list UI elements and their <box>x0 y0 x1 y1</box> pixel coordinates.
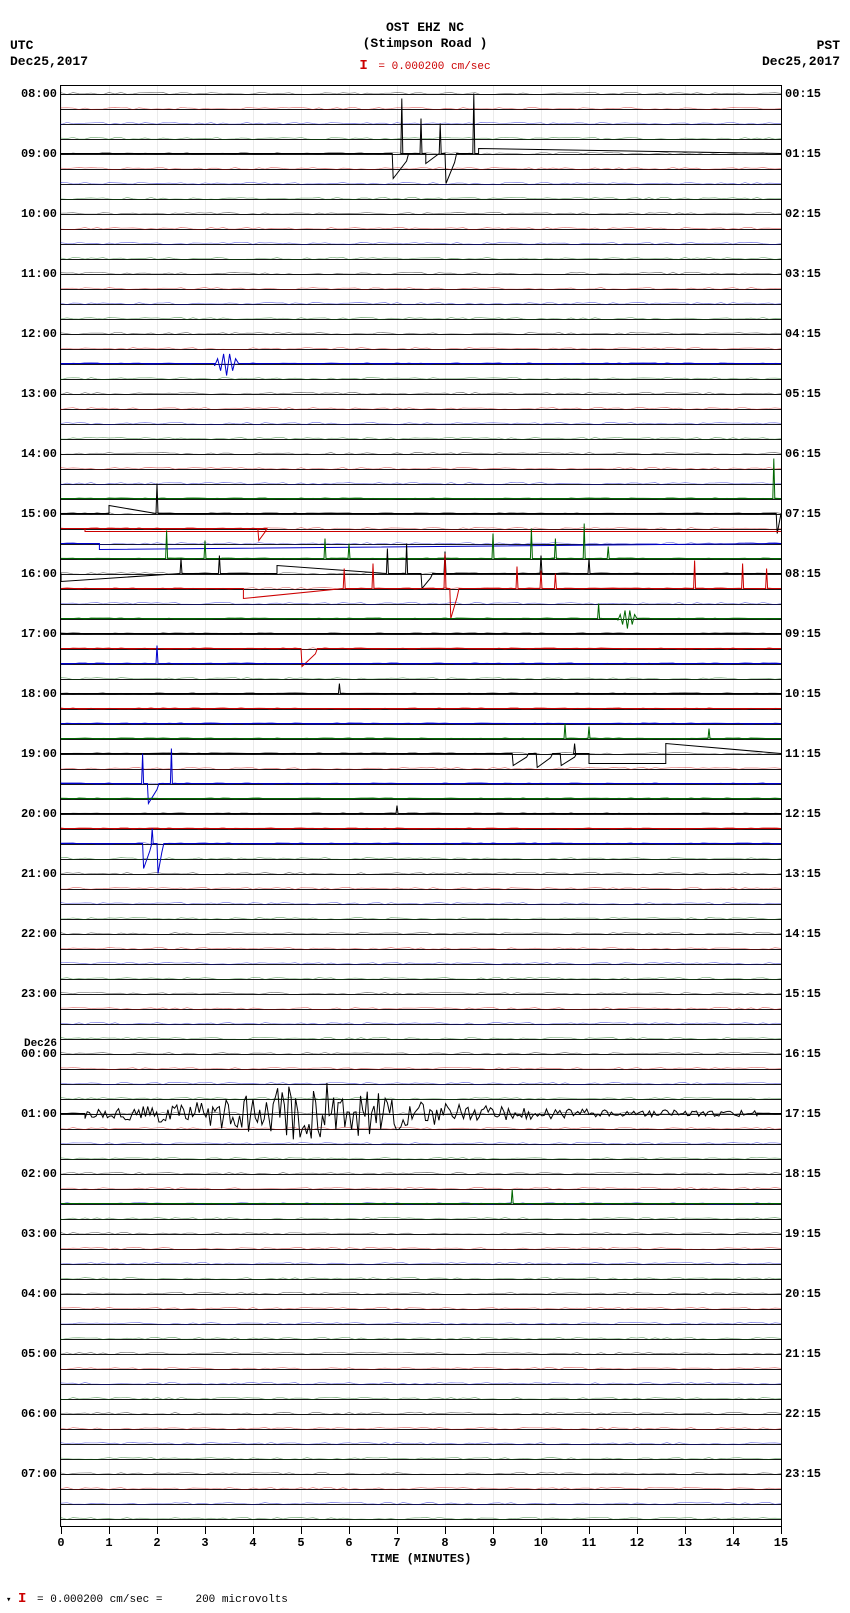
seismic-trace <box>61 86 781 1526</box>
pst-hour-label: 02:15 <box>785 207 821 221</box>
utc-hour-label: 12:00 <box>21 327 57 341</box>
pst-hour-label: 01:15 <box>785 147 821 161</box>
pst-hour-label: 23:15 <box>785 1467 821 1481</box>
x-tick-label: 5 <box>297 1536 304 1550</box>
x-tick-label: 2 <box>153 1536 160 1550</box>
x-tick-label: 6 <box>345 1536 352 1550</box>
utc-hour-label: 14:00 <box>21 447 57 461</box>
utc-hour-label: 16:00 <box>21 567 57 581</box>
scale-bar-icon: I <box>359 58 367 74</box>
scale-bar-icon: I <box>18 1591 26 1607</box>
utc-hour-label: 07:00 <box>21 1467 57 1481</box>
utc-hour-label: 08:00 <box>21 87 57 101</box>
pst-hour-label: 09:15 <box>785 627 821 641</box>
pst-hour-label: 05:15 <box>785 387 821 401</box>
x-tick-label: 13 <box>678 1536 692 1550</box>
utc-hour-label: 05:00 <box>21 1347 57 1361</box>
pst-hour-label: 10:15 <box>785 687 821 701</box>
x-tick-label: 11 <box>582 1536 596 1550</box>
utc-hour-label: 13:00 <box>21 387 57 401</box>
utc-hour-label: 19:00 <box>21 747 57 761</box>
utc-hour-label: 21:00 <box>21 867 57 881</box>
utc-hour-label: 23:00 <box>21 987 57 1001</box>
pst-hour-label: 17:15 <box>785 1107 821 1121</box>
utc-hour-label: 01:00 <box>21 1107 57 1121</box>
pst-hour-label: 06:15 <box>785 447 821 461</box>
utc-hour-label: 11:00 <box>21 267 57 281</box>
timezone-right: PST <box>817 38 840 53</box>
footer-scale: ▾ I = 0.000200 cm/sec = 200 microvolts <box>6 1591 288 1607</box>
station-subtitle: (Stimpson Road ) <box>0 36 850 51</box>
pst-hour-label: 14:15 <box>785 927 821 941</box>
x-tick-label: 10 <box>534 1536 548 1550</box>
utc-hour-label: 10:00 <box>21 207 57 221</box>
x-tick-label: 3 <box>201 1536 208 1550</box>
x-tick-label: 12 <box>630 1536 644 1550</box>
x-tick-label: 7 <box>393 1536 400 1550</box>
utc-hour-label: 20:00 <box>21 807 57 821</box>
pst-hour-label: 04:15 <box>785 327 821 341</box>
seismogram-container: OST EHZ NC (Stimpson Road ) I = 0.000200… <box>0 0 850 1613</box>
x-tick-label: 4 <box>249 1536 256 1550</box>
pst-hour-label: 00:15 <box>785 87 821 101</box>
pst-hour-label: 19:15 <box>785 1227 821 1241</box>
utc-hour-label: 15:00 <box>21 507 57 521</box>
date-right: Dec25,2017 <box>762 54 840 69</box>
utc-hour-label: 02:00 <box>21 1167 57 1181</box>
utc-hour-label: 04:00 <box>21 1287 57 1301</box>
pst-hour-label: 13:15 <box>785 867 821 881</box>
x-tick-label: 9 <box>489 1536 496 1550</box>
utc-hour-label: 03:00 <box>21 1227 57 1241</box>
day-boundary-label: Dec26 <box>24 1038 57 1050</box>
scale-indicator-top: I = 0.000200 cm/sec <box>0 58 850 74</box>
utc-hour-label: 18:00 <box>21 687 57 701</box>
pst-hour-label: 12:15 <box>785 807 821 821</box>
station-title: OST EHZ NC <box>0 20 850 35</box>
pst-hour-label: 16:15 <box>785 1047 821 1061</box>
timezone-left: UTC <box>10 38 33 53</box>
pst-hour-label: 15:15 <box>785 987 821 1001</box>
utc-hour-label: 06:00 <box>21 1407 57 1421</box>
x-tick-label: 0 <box>57 1536 64 1550</box>
x-tick-label: 8 <box>441 1536 448 1550</box>
utc-hour-label: 17:00 <box>21 627 57 641</box>
pst-hour-label: 08:15 <box>785 567 821 581</box>
x-tick-label: 15 <box>774 1536 788 1550</box>
utc-hour-label: 22:00 <box>21 927 57 941</box>
pst-hour-label: 22:15 <box>785 1407 821 1421</box>
pst-hour-label: 03:15 <box>785 267 821 281</box>
date-left: Dec25,2017 <box>10 54 88 69</box>
x-tick-label: 1 <box>105 1536 112 1550</box>
seismogram-plot: TIME (MINUTES) 012345678910111213141508:… <box>60 85 782 1527</box>
pst-hour-label: 07:15 <box>785 507 821 521</box>
x-tick-label: 14 <box>726 1536 740 1550</box>
pst-hour-label: 21:15 <box>785 1347 821 1361</box>
pst-hour-label: 18:15 <box>785 1167 821 1181</box>
pst-hour-label: 11:15 <box>785 747 821 761</box>
utc-hour-label: 09:00 <box>21 147 57 161</box>
pst-hour-label: 20:15 <box>785 1287 821 1301</box>
x-axis-title: TIME (MINUTES) <box>61 1552 781 1566</box>
